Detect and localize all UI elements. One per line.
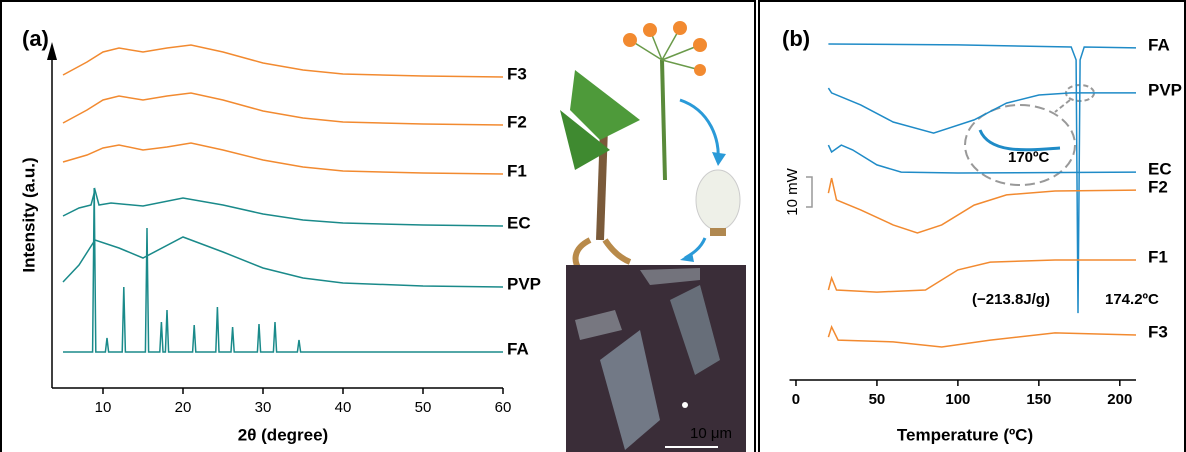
series-label: F3 [1148, 322, 1168, 341]
series-label: F1 [1148, 247, 1168, 266]
series-line [63, 143, 503, 174]
series-line [828, 145, 1136, 173]
series-line [828, 327, 1136, 347]
series-line [828, 44, 1136, 313]
x-tick-label: 10 [95, 399, 112, 416]
series-line [63, 190, 503, 226]
x-tick-label: 0 [792, 391, 800, 408]
x-axis-label: 2θ (degree) [238, 425, 328, 444]
x-tick-label: 20 [175, 399, 192, 416]
series-line [828, 178, 1136, 233]
series-label: F1 [507, 161, 527, 180]
series-line [63, 45, 503, 77]
series-line [828, 88, 1136, 133]
panel-label: (a) [22, 26, 49, 51]
x-tick-label: 30 [255, 399, 272, 416]
series-line [63, 188, 503, 352]
micrograph [566, 265, 746, 452]
series-label: FA [507, 339, 529, 358]
scale-bar-label: 10 mW [784, 167, 801, 215]
series-line [63, 237, 503, 287]
x-tick-label: 50 [869, 391, 886, 408]
series-label: PVP [507, 274, 541, 293]
series-label: F3 [507, 64, 527, 83]
scale-bar-label: 10 μm [690, 425, 732, 442]
series-label: EC [507, 213, 531, 232]
annotation: 174.2ºC [1105, 291, 1159, 308]
x-axis-label: Temperature (ºC) [897, 425, 1033, 444]
series-label: EC [1148, 160, 1172, 179]
annotation: 170ºC [1008, 149, 1050, 166]
annotation: (−213.8J/g) [972, 291, 1050, 308]
series-line [828, 260, 1136, 292]
series-label: F2 [1148, 178, 1168, 197]
panel-label: (b) [782, 26, 810, 51]
figure: Intensity (a.u.) 10 20 30 40 50 60 2θ (degree) (… [0, 0, 1186, 452]
x-tick-label: 150 [1026, 391, 1051, 408]
series-label: PVP [1148, 80, 1182, 99]
series-label: F2 [507, 112, 527, 131]
series-line [63, 93, 503, 125]
x-tick-label: 100 [945, 391, 970, 408]
y-axis-label: Intensity (a.u.) [19, 157, 38, 272]
x-tick-label: 60 [495, 399, 512, 416]
series-label: FA [1148, 35, 1170, 54]
x-tick-label: 40 [335, 399, 352, 416]
panel-frame [759, 1, 1185, 452]
x-tick-label: 50 [415, 399, 432, 416]
inset [806, 85, 1094, 207]
plant-illustration [560, 21, 740, 270]
x-tick-label: 200 [1107, 391, 1132, 408]
